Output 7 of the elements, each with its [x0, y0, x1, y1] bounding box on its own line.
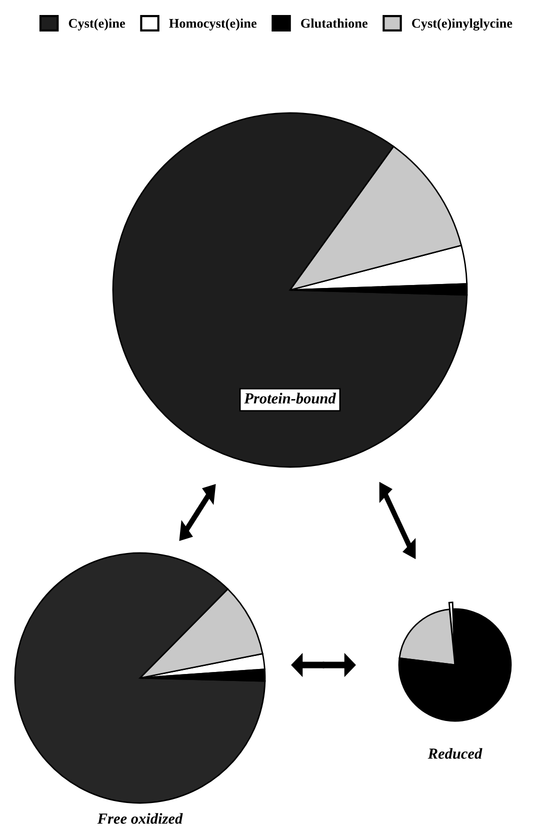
legend-label: Homocyst(e)ine [169, 18, 256, 30]
legend-label: Cyst(e)inylglycine [412, 18, 512, 31]
legend-label: Glutathione [301, 18, 368, 28]
legend-label: Cyst(e)ine [68, 18, 126, 30]
text: Protein-bound [244, 392, 336, 404]
text: Reduced [428, 748, 482, 759]
text: Free oxidized [97, 813, 183, 824]
